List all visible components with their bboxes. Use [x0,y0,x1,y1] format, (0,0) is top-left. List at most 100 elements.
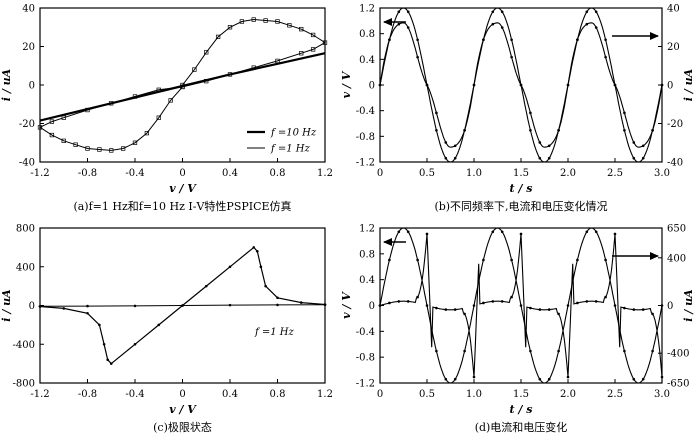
x-tick-label: 2.0 [560,389,576,400]
series-main-marker [102,342,106,346]
series-1hz-marker [156,87,161,92]
x-axis-label: t / s [510,182,533,195]
y-tick-label: 0.4 [359,55,375,66]
voltage-marker [557,349,560,353]
series-flat-marker [323,303,327,307]
y-tick-label: -0.4 [356,327,375,338]
current-marker [641,308,645,311]
voltage-marker [623,349,626,353]
series-1hz-marker [73,142,78,147]
current-marker [463,312,466,316]
y-right-tick-label: 0 [667,301,673,312]
y-tick-label: 400 [16,262,35,273]
x-tick-label: 0.8 [270,168,286,179]
x-tick-label: 1.2 [317,389,333,400]
series-1hz-marker [310,47,316,52]
series-flat-marker [276,303,279,307]
y-right-axis-label: i / uA [682,289,695,322]
x-tick-label: 0 [179,389,185,400]
y-tick-label: -800 [13,379,35,390]
series-main-marker [256,249,259,253]
y-right-tick-label: -20 [667,119,683,130]
series-1hz-marker [144,130,150,136]
y-tick-label: 0 [29,81,35,92]
right-axis-arrowhead [650,252,659,260]
current-marker [613,232,617,236]
current-marker [397,300,401,303]
voltage-marker [566,304,570,307]
voltage-marker [510,38,513,42]
x-tick-label: -1.2 [30,389,49,400]
y-axis-label: i / uA [0,68,13,101]
y-tick-label: -1.2 [356,158,375,169]
current-marker [482,38,485,42]
current-marker [510,55,513,59]
current-marker [435,306,438,310]
x-tick-label: -0.4 [125,389,144,400]
x-tick-label: -1.2 [30,168,49,179]
y-right-tick-label: 20 [667,42,680,53]
voltage-marker [538,377,542,381]
current-marker [651,128,654,132]
current-marker [491,300,495,303]
voltage-marker [585,10,589,14]
voltage-marker [613,304,617,307]
series-main-marker [264,284,267,288]
y-right-axis-label: i / uA [682,68,695,101]
x-tick-label: 0 [377,389,383,400]
current-marker [623,111,626,115]
series-1hz-marker [204,78,209,84]
y-right-tick-label: 400 [667,253,686,264]
y-tick-label: -0.4 [356,106,375,117]
voltage-marker [416,258,419,262]
y-tick-label: -40 [19,158,35,169]
y-tick-label: -1.2 [356,379,375,390]
annotation: f =1 Hz [254,327,295,338]
series-flat-marker [133,304,137,308]
x-tick-label: 0.4 [222,389,238,400]
current-marker [538,308,542,311]
voltage-marker [594,230,598,234]
y-tick-label: -0.8 [356,132,375,143]
current-marker [406,26,410,29]
current-marker [566,83,570,87]
voltage-marker [491,230,495,234]
current-marker [491,22,495,26]
y-right-tick-label: 650 [667,224,686,235]
series-1hz-marker [61,138,66,143]
y-tick-label: 0.4 [359,275,375,286]
y-axis-label: v / V [340,70,353,98]
voltage-marker [604,258,607,262]
x-tick-label: 1.5 [513,389,529,400]
voltage-marker [388,258,391,262]
y-right-tick-label: 0 [667,81,673,92]
x-tick-label: 2.0 [560,168,576,179]
voltage-marker [651,349,654,353]
x-tick-label: 1.5 [513,168,529,179]
current-marker [397,22,401,26]
series-1hz-marker [168,98,173,103]
chart-d: 0 0.5 1.0 1.5 2.0 2.5 3.0 -1.2 -0.8 -0.4 0 0.4 0.8 1.… [340,224,695,435]
series-1hz-marker [215,34,221,40]
voltage-marker [632,377,636,381]
y-tick-label: 20 [22,42,35,53]
chart-b: 0 0.5 1.0 1.5 2.0 2.5 3.0 -1.2 -0.8 -0.4 0 0.4 0.8 1.… [340,4,695,214]
y-right-tick-label: -40 [667,158,683,169]
y-tick-label: -400 [13,340,35,351]
voltage-marker [453,377,457,381]
series-1hz-marker [109,101,114,106]
series-1hz-marker [275,19,280,24]
current-marker [453,308,457,311]
x-axis-label: v / V [169,182,197,195]
series-1hz-marker [275,58,280,64]
series-1hz-marker [97,147,102,152]
current-marker [510,295,513,299]
voltage-marker [463,349,466,353]
series-1hz-marker [263,18,268,23]
series-flat-marker [38,304,42,308]
series-1hz-marker [299,51,304,56]
current-marker [538,141,542,144]
y-axis-label: i / uA [0,289,13,322]
voltage-marker [444,377,448,381]
